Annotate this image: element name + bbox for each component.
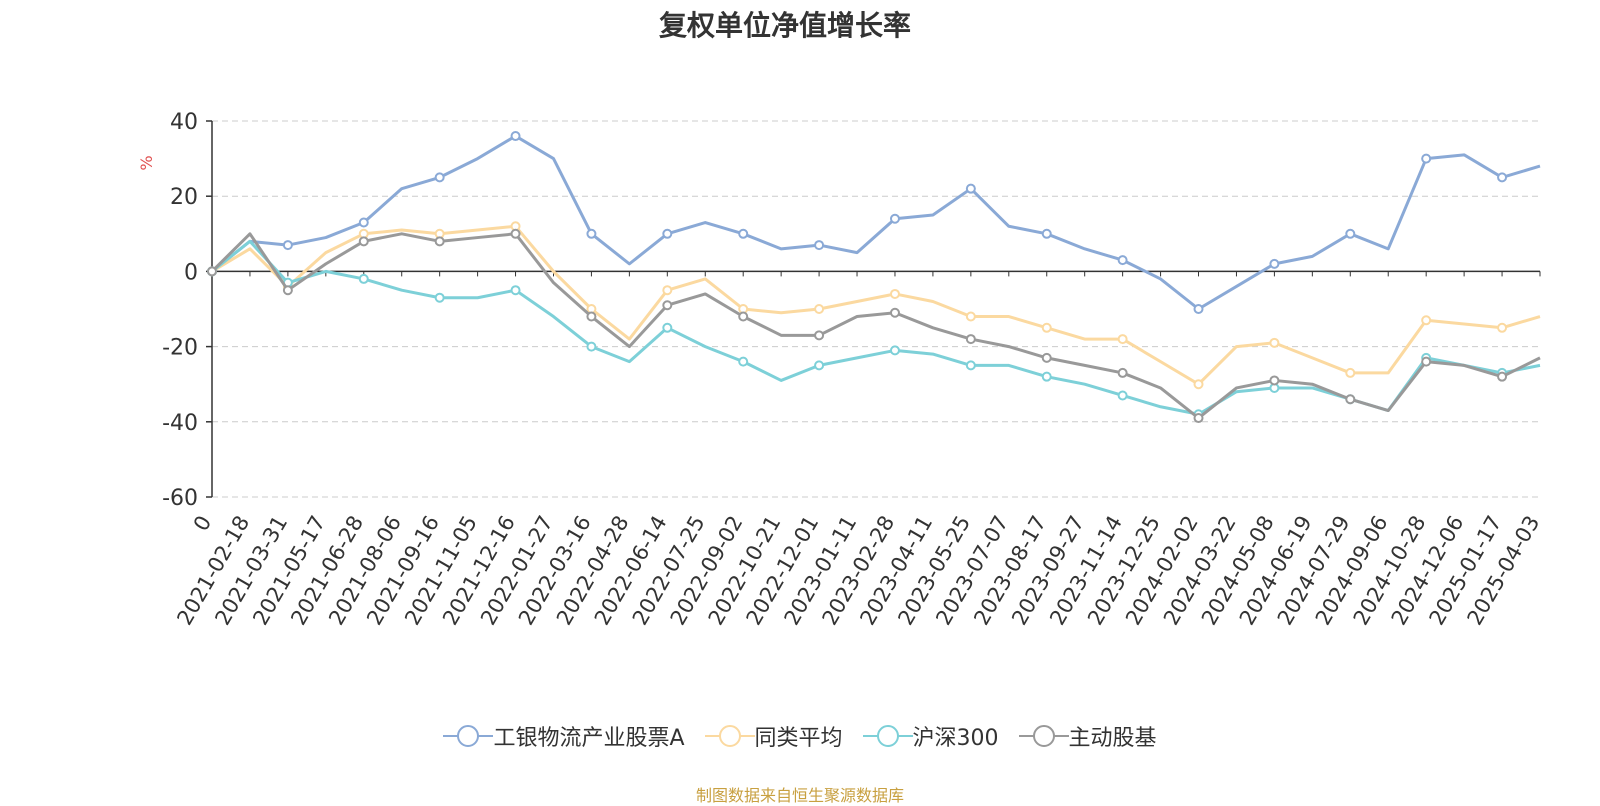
data-point[interactable]	[1041, 371, 1052, 382]
data-point[interactable]	[1041, 352, 1052, 363]
data-point[interactable]	[1193, 304, 1204, 314]
data-point[interactable]	[662, 300, 673, 311]
axes: 40200-20-40-6002021-02-182021-03-312021-…	[162, 110, 1544, 629]
legend-marker-icon	[862, 725, 913, 747]
chart-legend: 工银物流产业股票A 同类平均 沪深300 主动股基	[0, 720, 1600, 752]
data-point[interactable]	[586, 311, 597, 322]
data-point[interactable]	[889, 288, 900, 299]
data-point[interactable]	[1117, 367, 1128, 378]
data-point[interactable]	[965, 360, 976, 371]
legend-marker-icon	[704, 725, 755, 747]
data-point[interactable]	[1497, 322, 1508, 333]
data-point[interactable]	[965, 311, 976, 322]
legend-item[interactable]: 沪深300	[862, 720, 999, 752]
data-point[interactable]	[965, 183, 976, 194]
legend-item[interactable]: 主动股基	[1018, 720, 1157, 752]
y-tick-label: 0	[184, 260, 198, 285]
data-point[interactable]	[814, 330, 825, 341]
data-point[interactable]	[965, 334, 976, 345]
legend-label: 工银物流产业股票A	[493, 726, 685, 751]
data-point[interactable]	[1193, 413, 1204, 424]
data-point[interactable]	[1269, 375, 1280, 386]
data-point[interactable]	[738, 356, 749, 367]
series-lines	[207, 131, 1541, 424]
data-point[interactable]	[1345, 367, 1356, 378]
legend-marker-icon	[1018, 725, 1069, 747]
data-point[interactable]	[1345, 394, 1356, 405]
data-point[interactable]	[814, 240, 825, 251]
data-point[interactable]	[662, 285, 673, 296]
series-line-2	[211, 239, 1541, 416]
data-point[interactable]	[434, 172, 445, 183]
legend-item[interactable]: 工银物流产业股票A	[443, 720, 685, 752]
y-tick-label: -60	[162, 486, 198, 511]
legend-label: 主动股基	[1068, 726, 1157, 751]
data-point[interactable]	[1117, 334, 1128, 345]
grid-lines	[212, 120, 1540, 498]
data-point[interactable]	[1421, 153, 1432, 164]
data-point[interactable]	[586, 228, 597, 239]
series-line-3	[210, 232, 1541, 420]
data-point[interactable]	[510, 131, 521, 142]
series-line-1	[211, 224, 1541, 386]
data-point[interactable]	[889, 307, 900, 318]
series-line-0	[211, 134, 1541, 311]
legend-label: 同类平均	[754, 726, 843, 751]
data-point[interactable]	[1497, 371, 1508, 382]
data-point[interactable]	[1497, 172, 1508, 183]
data-point[interactable]	[1041, 322, 1052, 333]
data-point[interactable]	[358, 217, 369, 228]
data-point[interactable]	[282, 240, 293, 251]
y-tick-label: -20	[162, 336, 198, 361]
y-tick-label: 40	[170, 110, 198, 135]
legend-label: 沪深300	[912, 726, 999, 751]
data-point[interactable]	[1193, 379, 1204, 390]
y-tick-label: -40	[162, 411, 198, 436]
x-tick-label: 0	[189, 512, 216, 536]
y-tick-label: 20	[170, 185, 198, 210]
data-point[interactable]	[738, 311, 749, 322]
data-point[interactable]	[510, 285, 521, 296]
data-point[interactable]	[586, 341, 597, 352]
data-point[interactable]	[1269, 258, 1280, 269]
data-point[interactable]	[889, 345, 900, 356]
data-point[interactable]	[510, 228, 521, 239]
data-point[interactable]	[1041, 228, 1052, 239]
data-point[interactable]	[738, 228, 749, 239]
legend-marker-icon	[443, 725, 494, 747]
data-point[interactable]	[1421, 356, 1432, 367]
data-point[interactable]	[358, 236, 369, 247]
data-point[interactable]	[662, 322, 673, 333]
source-note: 制图数据来自恒生聚源数据库	[695, 786, 904, 805]
data-point[interactable]	[889, 213, 900, 224]
data-point[interactable]	[662, 228, 673, 239]
data-point[interactable]	[358, 273, 369, 284]
data-point[interactable]	[1345, 228, 1356, 239]
line-chart: 40200-20-40-6002021-02-182021-03-312021-…	[137, 110, 1544, 629]
data-point[interactable]	[434, 236, 445, 247]
data-point[interactable]	[282, 285, 293, 296]
data-point[interactable]	[1421, 315, 1432, 326]
data-point[interactable]	[434, 292, 445, 303]
data-point[interactable]	[1269, 337, 1280, 348]
data-point[interactable]	[814, 360, 825, 371]
data-point[interactable]	[1117, 255, 1128, 266]
data-point[interactable]	[1117, 390, 1128, 401]
legend-item[interactable]: 同类平均	[704, 720, 843, 752]
data-point[interactable]	[814, 304, 825, 314]
chart-title: 复权单位净值增长率	[658, 9, 911, 42]
data-point[interactable]	[207, 266, 217, 277]
y-axis-unit-label: %	[137, 155, 156, 170]
